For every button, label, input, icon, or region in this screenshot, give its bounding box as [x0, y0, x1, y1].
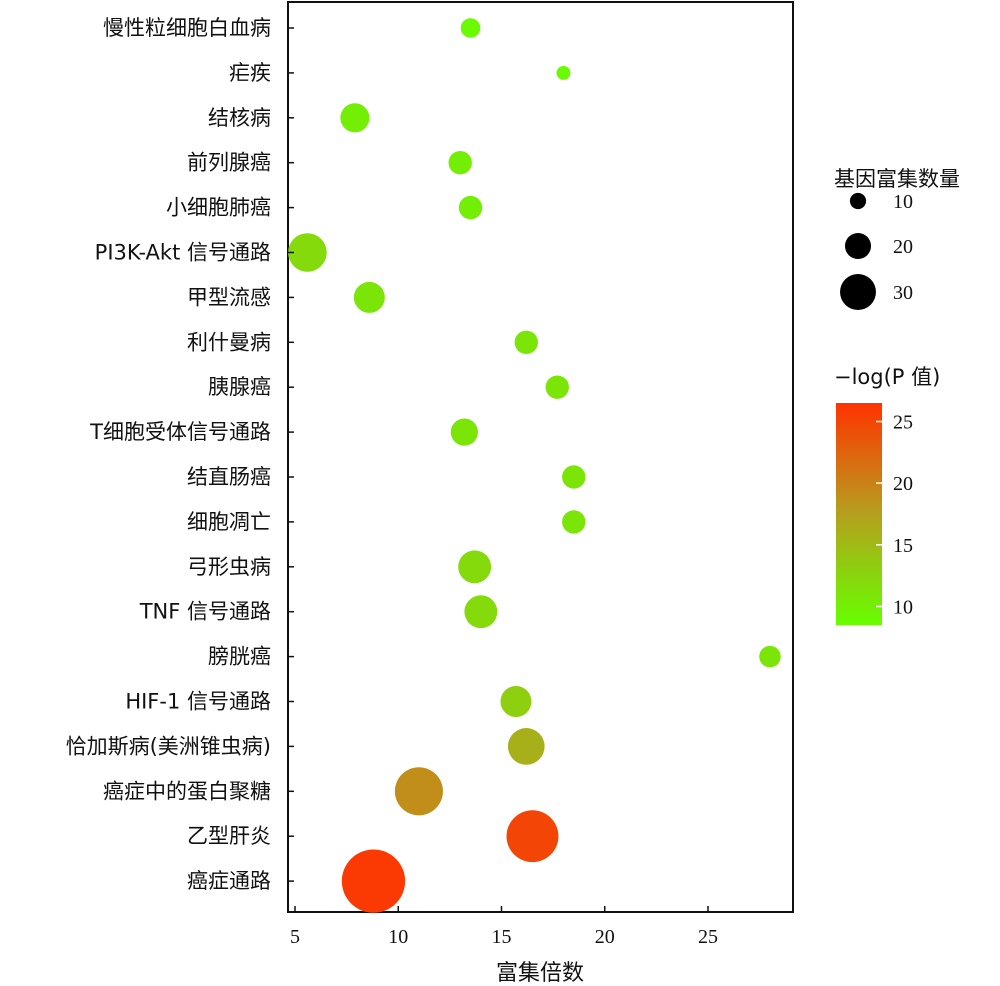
data-point	[458, 195, 483, 220]
category-label: 甲型流感	[187, 285, 271, 309]
data-point	[460, 18, 481, 38]
data-point	[562, 465, 586, 489]
x-axis-title: 富集倍数	[496, 961, 584, 986]
x-tick-label: 25	[698, 926, 718, 948]
x-tick-label: 5	[290, 926, 300, 948]
category-label: 前列腺癌	[187, 151, 271, 175]
data-point	[759, 645, 781, 668]
data-point	[353, 281, 385, 313]
x-tick-label: 20	[595, 926, 615, 948]
size-legend-title: 基因富集数量	[834, 167, 960, 191]
category-label: PI3K-Akt 信号通路	[95, 241, 271, 265]
size-legend-dot	[844, 232, 872, 260]
category-label: HIF-1 信号通路	[125, 690, 271, 714]
category-label: 恰加斯病(美洲锥虫病)	[66, 734, 271, 758]
plot-area	[287, 1, 794, 913]
data-point	[507, 728, 545, 765]
data-point	[341, 849, 406, 913]
data-point	[500, 686, 532, 717]
marks-layer	[288, 18, 781, 913]
data-point	[458, 550, 492, 584]
size-legend-label: 10	[893, 191, 913, 213]
color-legend-title: −log(P 值)	[834, 365, 940, 389]
category-label: 膀胱癌	[208, 645, 271, 669]
category-label: 弓形虫病	[187, 555, 271, 579]
category-label: 利什曼病	[187, 330, 271, 354]
category-label: 疟疾	[229, 61, 271, 85]
data-point	[562, 510, 586, 534]
color-tick-label: 20	[893, 473, 913, 495]
x-axis: 5 10 15 20 25	[290, 906, 718, 948]
category-label: T细胞受体信号通路	[89, 420, 271, 444]
size-legend-label: 20	[893, 236, 913, 258]
data-point	[394, 767, 443, 816]
size-legend: 基因富集数量 10 20 30	[834, 167, 960, 310]
data-point	[450, 418, 478, 446]
data-point	[448, 151, 472, 175]
category-label: 细胞凋亡	[187, 510, 271, 534]
size-legend-dot	[840, 274, 876, 310]
data-point	[464, 595, 498, 629]
color-tick-label: 15	[893, 535, 913, 557]
category-label: 慢性粒细胞白血病	[103, 16, 271, 40]
x-tick-label: 15	[492, 926, 512, 948]
category-label: 小细胞肺癌	[166, 196, 271, 220]
category-label: TNF 信号通路	[139, 600, 271, 624]
category-label: 乙型肝炎	[187, 824, 271, 848]
category-label: 癌症中的蛋白聚糖	[103, 779, 271, 803]
category-label: 结核病	[208, 106, 271, 130]
color-bar	[836, 403, 882, 625]
data-point	[545, 375, 569, 399]
data-point	[288, 233, 327, 272]
data-point	[514, 330, 538, 354]
data-point	[340, 103, 370, 133]
color-tick-label: 25	[893, 412, 913, 434]
size-legend-label: 30	[893, 282, 913, 304]
color-legend: −log(P 值) 10 15 20 25	[834, 365, 940, 625]
category-label: 胰腺癌	[208, 375, 271, 399]
color-tick-label: 10	[893, 597, 913, 619]
data-point	[506, 810, 559, 863]
category-label: 癌症通路	[187, 869, 271, 893]
data-point	[556, 65, 571, 80]
category-label: 结直肠癌	[187, 465, 271, 489]
size-legend-dot	[849, 192, 867, 210]
x-tick-label: 10	[388, 926, 408, 948]
